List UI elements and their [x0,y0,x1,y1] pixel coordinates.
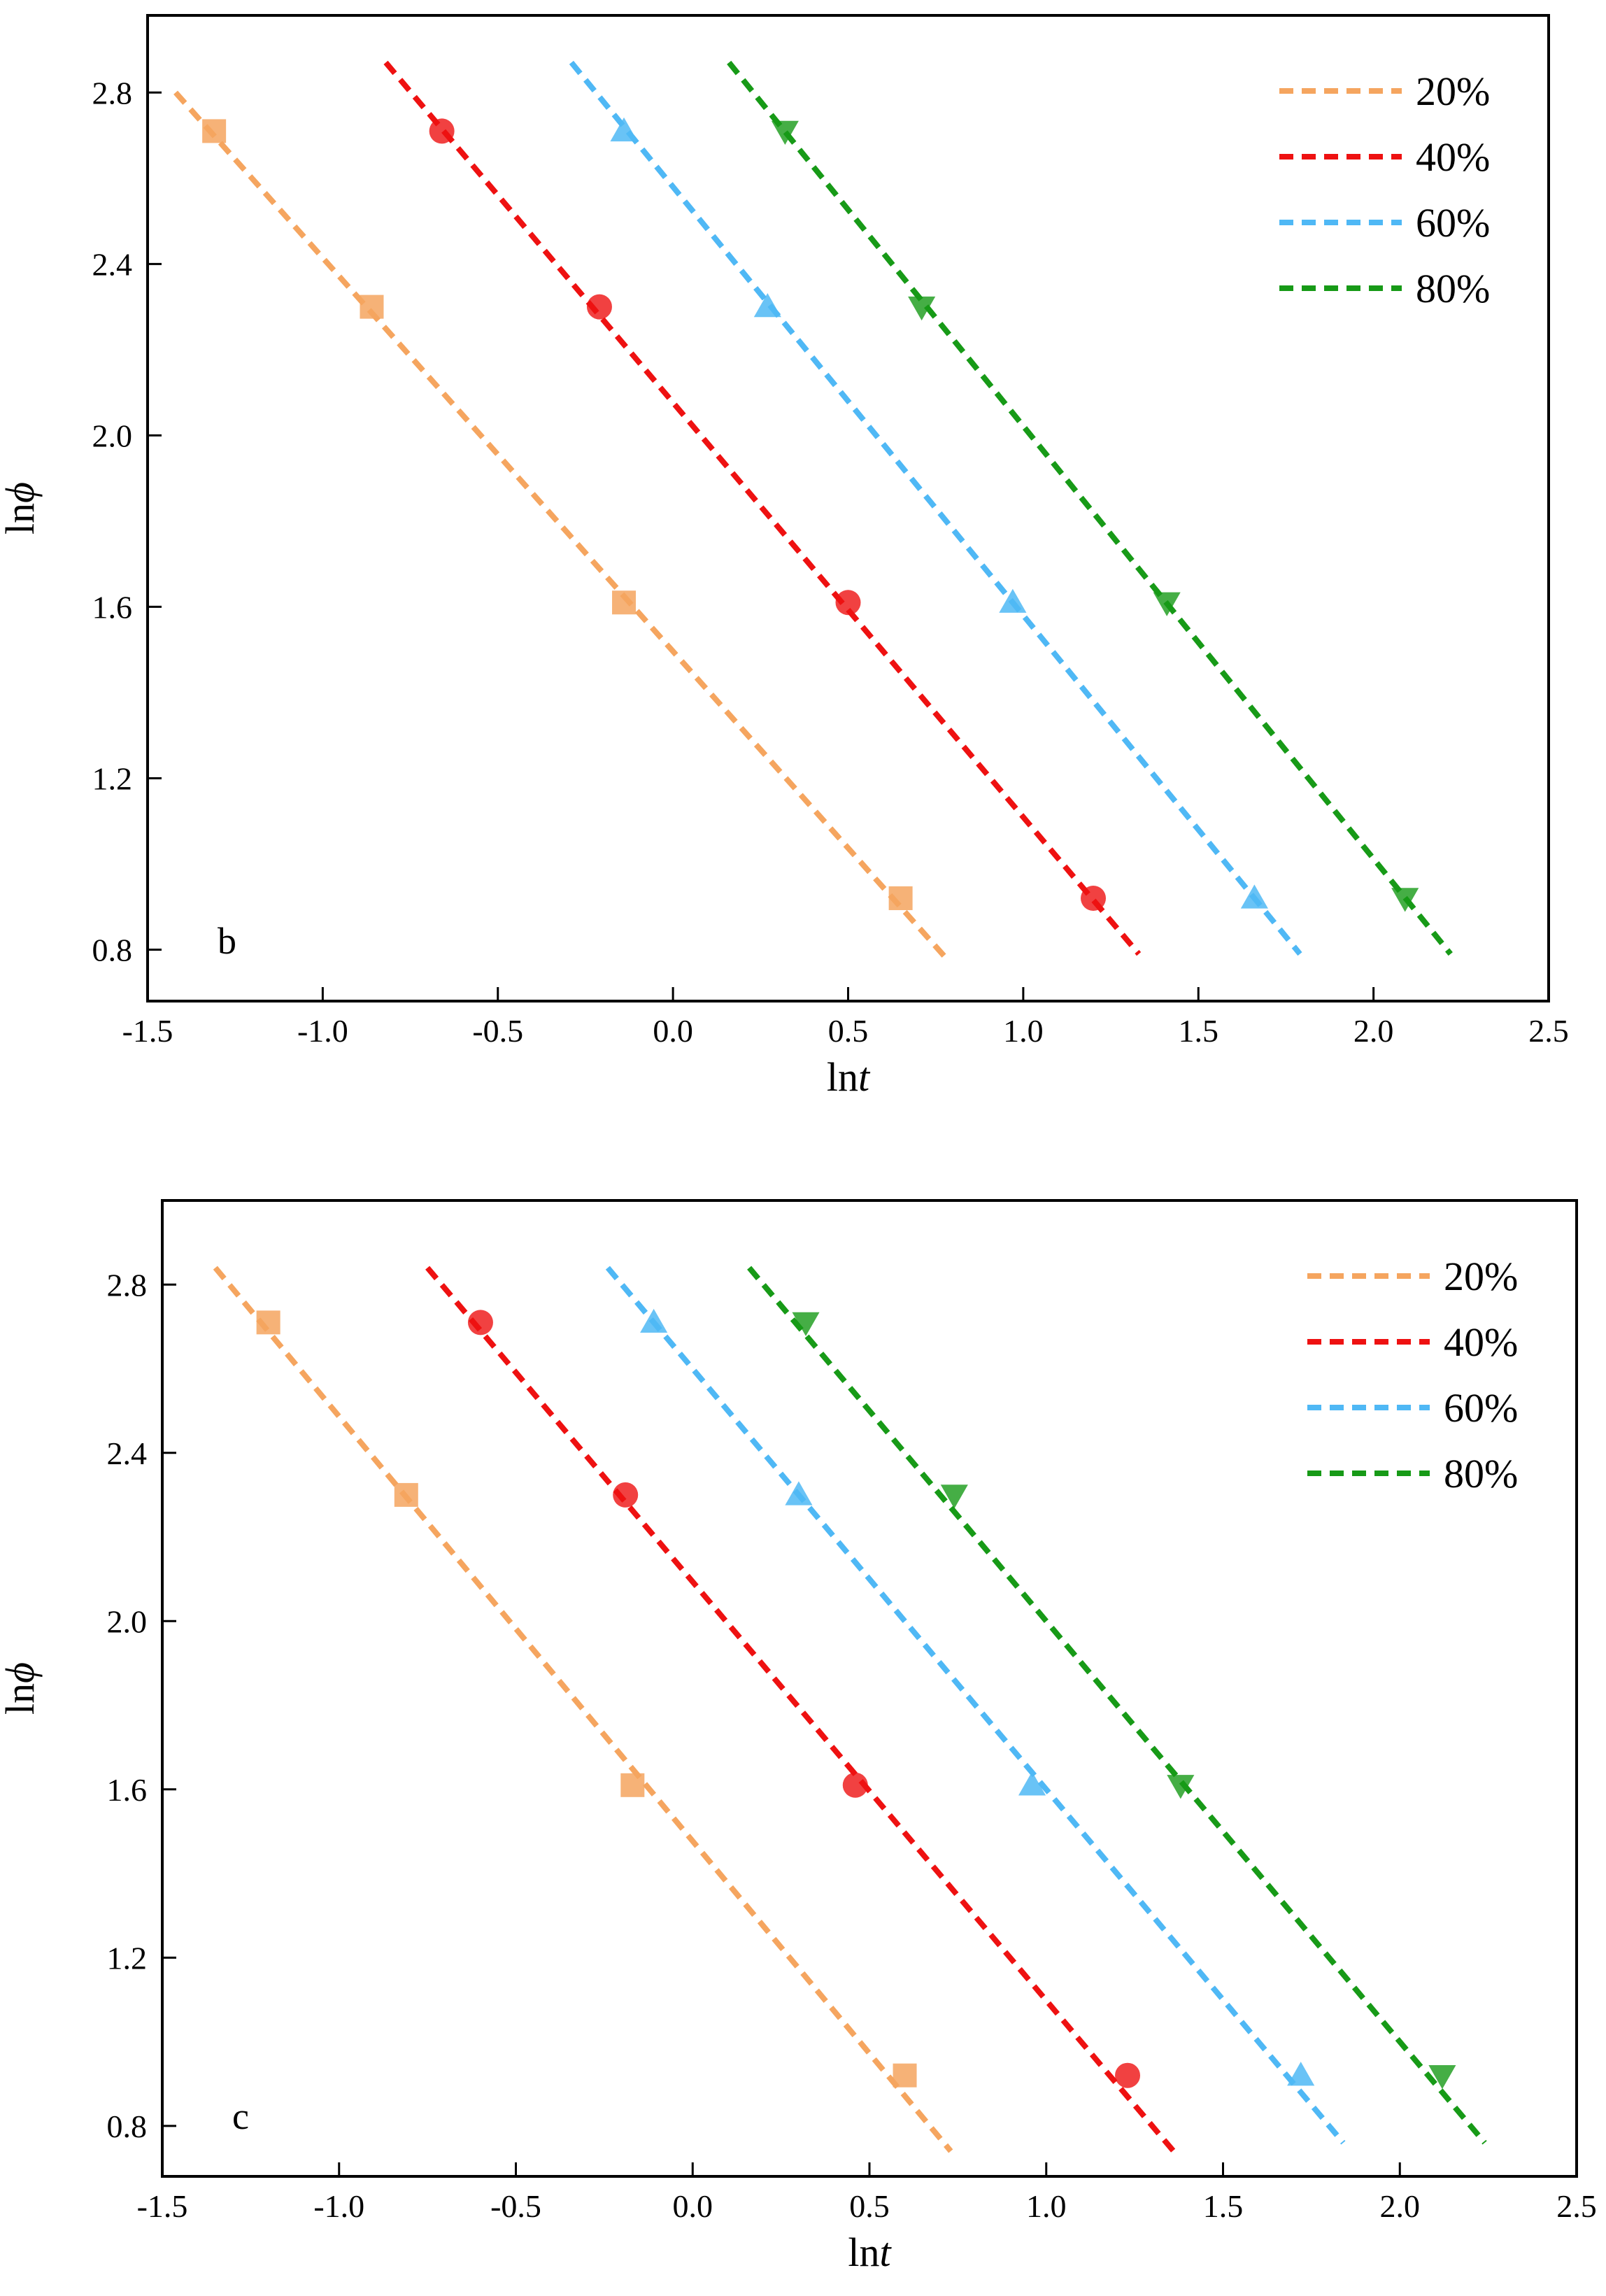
plot-area [173,60,1453,961]
y-tick-label: 2.0 [92,418,133,453]
legend-label: 60% [1444,1385,1518,1431]
fit-line [569,60,1302,956]
x-tick-label: 2.0 [1353,1013,1394,1049]
data-point [1167,1775,1195,1799]
data-point [893,2063,917,2088]
x-tick-label: 2.0 [1380,2188,1421,2224]
legend-label: 80% [1444,1451,1518,1496]
legend: 20% 40% 60% 80% [1279,69,1490,311]
x-tick-label: 2.5 [1556,2188,1597,2224]
series-60% [605,1266,1346,2145]
fit-line [605,1266,1346,2145]
data-point [1081,885,1107,911]
data-point [613,1482,639,1508]
y-tick-label: 1.6 [92,589,133,625]
data-point [835,590,861,616]
data-point [1240,884,1268,909]
y-axis-title: lnϕ [0,482,43,534]
x-tick-label: -1.5 [122,1013,173,1049]
x-tick-label: 2.5 [1528,1013,1569,1049]
data-point [640,1308,668,1333]
data-point [1018,1771,1046,1796]
x-tick-label: -1.0 [313,2188,364,2224]
x-tick-label: -1.5 [137,2188,188,2224]
y-tick-label: 2.4 [92,246,133,282]
legend-label: 80% [1416,266,1490,311]
data-point [999,588,1027,613]
y-tick-label: 1.2 [92,760,133,796]
plot-area [213,1266,1487,2153]
series-20% [173,90,948,961]
y-tick-label: 1.2 [107,1940,148,1976]
data-point [586,294,612,320]
legend-label: 20% [1416,69,1490,114]
fit-line [727,60,1453,956]
x-tick-label: 0.5 [849,2188,890,2224]
x-axis-title: lnt [827,1054,871,1100]
y-tick-label: 2.8 [92,75,133,111]
data-point [429,118,455,144]
x-tick-label: 1.0 [1026,2188,1067,2224]
y-tick-label: 2.4 [107,1436,148,1471]
data-point [394,1482,418,1507]
data-point [360,295,384,319]
x-tick-label: 1.0 [1003,1013,1044,1049]
legend: 20% 40% 60% 80% [1307,1254,1518,1496]
data-point [771,120,799,145]
data-point [908,296,936,321]
data-point [620,1773,645,1797]
series-40% [383,60,1142,956]
series-80% [727,60,1453,956]
data-point [940,1484,968,1509]
x-tick-label: -0.5 [472,1013,523,1049]
chart-panel-c: -1.5 -1.0 -0.5 0.0 0.5 1.0 1.5 2.0 2.5 0.8 1.2 1.6 2… [0,1199,1597,2275]
x-tick-label: 1.5 [1179,1013,1219,1049]
y-tick-label: 2.8 [107,1267,148,1303]
data-point [610,117,638,142]
data-point [467,1310,493,1335]
fit-line [173,90,948,961]
y-tick-label: 2.0 [107,1603,148,1639]
legend-label: 60% [1416,200,1490,246]
fit-line [383,60,1142,956]
data-point [1153,592,1181,616]
data-point [202,119,227,143]
x-tick-label: -0.5 [490,2188,541,2224]
x-tick-label: 1.5 [1203,2188,1244,2224]
x-tick-label: 0.5 [828,1013,869,1049]
data-point [842,1772,868,1798]
y-tick-label: 0.8 [107,2109,148,2144]
fit-line [747,1266,1487,2145]
y-tick-label: 1.6 [107,1772,148,1808]
data-point [753,293,781,318]
panel-label: c [232,2095,249,2137]
fit-line [425,1266,1176,2153]
data-point [888,886,913,910]
x-axis-title: lnt [848,2230,892,2275]
data-point [1287,2062,1315,2086]
fit-line [213,1266,953,2153]
series-60% [569,60,1302,956]
series-20% [213,1266,953,2153]
data-point [256,1310,280,1335]
legend-label: 40% [1444,1319,1518,1365]
y-axis-title: lnϕ [0,1662,43,1715]
legend-label: 20% [1444,1254,1518,1299]
series-40% [425,1266,1176,2153]
data-point [1391,888,1419,912]
data-point [1428,2065,1456,2090]
data-point [792,1312,820,1336]
panel-label: b [218,920,236,962]
series-80% [747,1266,1487,2145]
y-tick-label: 0.8 [92,932,133,968]
legend-label: 40% [1416,134,1490,180]
data-point [1115,2062,1141,2088]
x-tick-label: -1.0 [297,1013,348,1049]
x-tick-label: 0.0 [673,2188,713,2224]
data-point [785,1481,813,1505]
data-point [612,590,637,615]
chart-panel-b: -1.5 -1.0 -0.5 0.0 0.5 1.0 1.5 2.0 2.5 0.8 1.2 1.6 2… [0,14,1569,1100]
x-tick-label: 0.0 [653,1013,693,1049]
